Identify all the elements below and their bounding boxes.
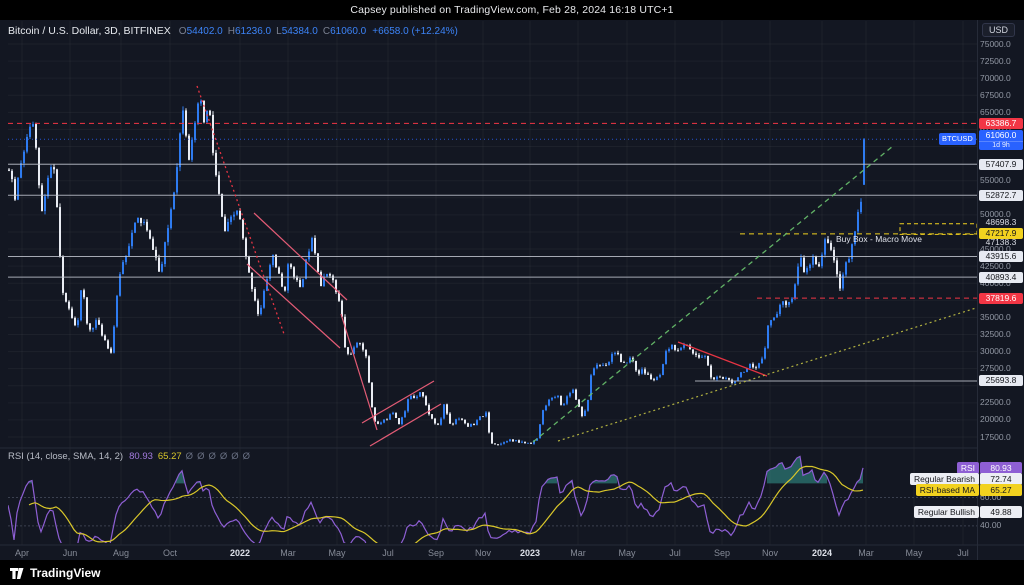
time-tick: Mar — [858, 548, 874, 558]
price-tick: 72500.0 — [980, 55, 1011, 66]
tradingview-logo[interactable]: TradingView — [10, 566, 100, 580]
price-level-badge[interactable]: 47138.3 — [985, 236, 1017, 247]
time-tick: Jul — [957, 548, 969, 558]
price-tick: 30000.0 — [980, 346, 1011, 357]
time-tick: Sep — [427, 548, 445, 558]
tradingview-wordmark: TradingView — [30, 565, 101, 580]
rsi-label-row[interactable]: Regular Bearish 72.74 — [910, 473, 1022, 486]
price-tick: 17500.0 — [980, 431, 1011, 442]
horizontal-levels — [8, 122, 977, 382]
rsi-label-row[interactable]: Regular Bullish 49.88 — [913, 505, 1022, 518]
time-tick: May — [905, 548, 923, 558]
price-tick: 50000.0 — [980, 209, 1011, 220]
currency-toggle[interactable]: USD — [982, 23, 1016, 37]
time-tick: Mar — [280, 548, 296, 558]
price-line-symbol-tag[interactable]: BTCUSD — [939, 133, 976, 146]
price-tick: 32500.0 — [980, 328, 1011, 339]
time-tick: Aug — [112, 548, 130, 558]
muted-alert-icon[interactable]: Ø — [242, 451, 251, 462]
symbol-title[interactable]: Bitcoin / U.S. Dollar, 3D, BITFINEX — [8, 25, 171, 37]
trendlines — [196, 85, 977, 447]
price-tick: 42500.0 — [980, 260, 1011, 271]
time-tick: May — [618, 548, 636, 558]
publish-banner: Capsey published on TradingView.com, Feb… — [0, 0, 1024, 20]
ohlc-values: O54402.0 H61236.0 L54384.0 C61060.0 — [178, 26, 367, 37]
time-tick: 2023 — [519, 548, 541, 558]
price-tick: 65000.0 — [980, 106, 1011, 117]
buy-box-rect — [899, 223, 978, 235]
price-tick: 70000.0 — [980, 72, 1011, 83]
price-tick: 67500.0 — [980, 89, 1011, 100]
buy-box-label[interactable]: Buy Box - Macro Move — [836, 234, 922, 244]
time-tick: Jul — [382, 548, 394, 558]
time-tick: Nov — [761, 548, 779, 558]
price-level-badge[interactable]: 40893.4 — [979, 271, 1023, 283]
price-level-badge[interactable]: 63386.7 — [979, 117, 1023, 129]
price-level-badge[interactable]: 37819.6 — [979, 292, 1023, 304]
price-level-badge[interactable]: 52872.7 — [979, 189, 1023, 201]
price-tick: 20000.0 — [980, 414, 1011, 425]
muted-alert-icon[interactable]: Ø — [185, 451, 194, 462]
price-level-badge[interactable]: 25693.8 — [979, 375, 1023, 387]
price-tick: 35000.0 — [980, 311, 1011, 322]
chart-background — [0, 20, 1024, 560]
rsi-value: 80.93 — [129, 451, 153, 462]
price-level-badge[interactable]: 47217.9 — [979, 227, 1023, 239]
rsi-indicator-title[interactable]: RSI (14, close, SMA, 14, 2) — [8, 451, 124, 462]
price-level-badge[interactable]: 57407.9 — [979, 158, 1023, 170]
muted-alert-icon[interactable]: Ø — [231, 451, 239, 462]
muted-alert-icon[interactable]: Ø — [219, 451, 228, 462]
price-tick: 27500.0 — [980, 363, 1011, 374]
tradingview-logo-icon — [10, 567, 24, 579]
muted-alert-icon[interactable]: Ø — [208, 451, 216, 462]
time-tick: 2024 — [811, 548, 833, 558]
price-level-badge[interactable]: 61060.0 1d 9h — [979, 129, 1023, 150]
price-level-badge[interactable]: 43915.6 — [979, 250, 1023, 262]
rsi-label-row[interactable]: RSI 80.93 — [956, 461, 1022, 474]
rsi-overbought-fill — [857, 467, 863, 484]
time-tick: 2022 — [229, 548, 251, 558]
time-tick: Jul — [669, 548, 681, 558]
change-value: +6658.0 (+12.24%) — [372, 26, 458, 37]
price-level-badge[interactable]: 48698.3 — [985, 216, 1017, 227]
rsi-tick: 40.00 — [980, 520, 1002, 531]
price-tick: 55000.0 — [980, 175, 1011, 186]
price-tick: 75000.0 — [980, 38, 1011, 49]
rsi-layer — [8, 455, 977, 543]
time-tick: May — [328, 548, 346, 558]
time-tick: Sep — [713, 548, 731, 558]
price-tick: 62500.0 — [980, 123, 1011, 134]
price-tick: 40000.0 — [980, 277, 1011, 288]
bar-close-countdown: 1d 9h — [979, 140, 1023, 150]
time-tick: Mar — [570, 548, 586, 558]
time-tick: Oct — [162, 548, 178, 558]
price-tick: 22500.0 — [980, 397, 1011, 408]
time-tick: Nov — [474, 548, 492, 558]
rsi-ma-value: 65.27 — [157, 451, 182, 462]
rsi-tick: 60.00 — [980, 492, 1002, 502]
muted-alert-icon[interactable]: Ø — [197, 451, 205, 462]
symbol-legend: Bitcoin / U.S. Dollar, 3D, BITFINEX O544… — [8, 25, 458, 37]
grid-lines — [8, 21, 977, 545]
rsi-overbought-fill — [545, 477, 557, 484]
footer-bar: TradingView — [0, 560, 1024, 585]
time-tick: Apr — [14, 548, 30, 558]
rsi-legend: RSI (14, close, SMA, 14, 2) 80.93 65.27 … — [8, 451, 250, 462]
rsi-label-row[interactable]: RSI-based MA 65.27 — [915, 484, 1022, 497]
price-tick: 45000.0 — [980, 243, 1011, 254]
time-tick: Jun — [62, 548, 78, 558]
